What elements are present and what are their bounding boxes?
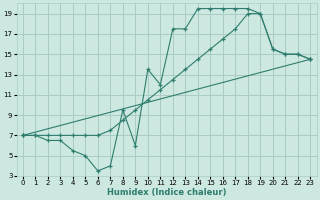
X-axis label: Humidex (Indice chaleur): Humidex (Indice chaleur) (107, 188, 226, 197)
